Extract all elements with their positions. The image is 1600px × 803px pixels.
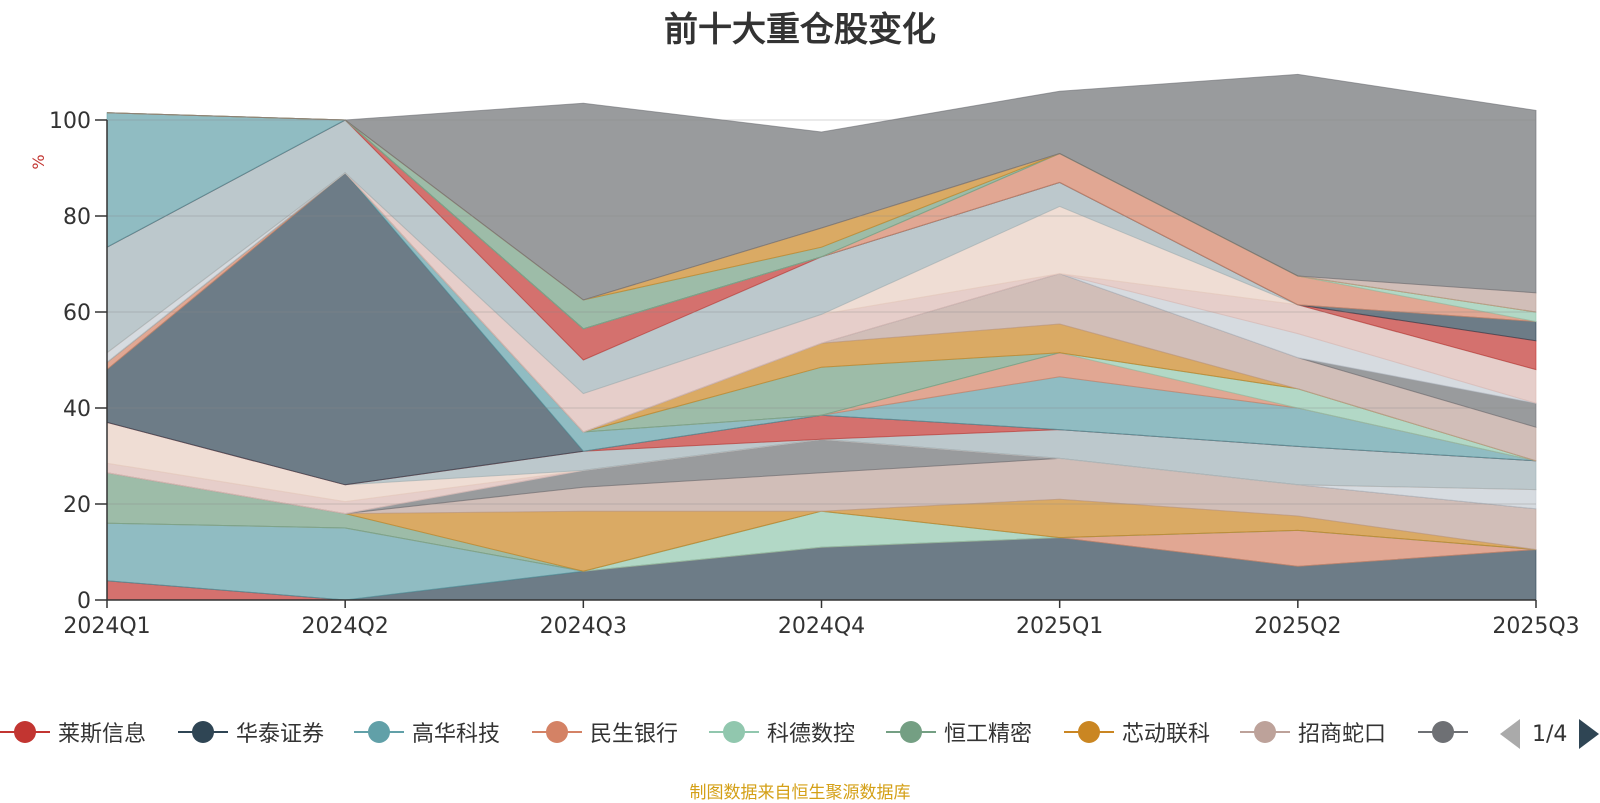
legend-marker-icon bbox=[1064, 721, 1114, 743]
x-tick-label: 2025Q3 bbox=[1492, 614, 1579, 639]
legend-marker-icon bbox=[1418, 721, 1468, 743]
x-tick-label: 2025Q2 bbox=[1254, 614, 1341, 639]
legend-next-icon[interactable] bbox=[1579, 719, 1600, 749]
legend-marker-icon bbox=[709, 721, 759, 743]
legend-item[interactable]: 莱斯信息 bbox=[0, 712, 146, 752]
legend-pager: 1/4 bbox=[1500, 716, 1600, 752]
legend-item-partial[interactable] bbox=[1418, 712, 1468, 752]
legend-item[interactable]: 科德数控 bbox=[709, 712, 855, 752]
legend-marker-icon bbox=[178, 721, 228, 743]
legend-label: 科德数控 bbox=[767, 722, 856, 747]
legend-label: 招商蛇口 bbox=[1298, 722, 1387, 747]
legend-item[interactable]: 华泰证券 bbox=[178, 712, 324, 752]
x-tick-label: 2025Q1 bbox=[1016, 614, 1103, 639]
legend-marker-icon bbox=[354, 721, 404, 743]
legend-item[interactable]: 民生银行 bbox=[532, 712, 678, 752]
y-tick-label: 60 bbox=[63, 301, 91, 326]
x-tick-label: 2024Q2 bbox=[302, 614, 389, 639]
legend-page-indicator: 1/4 bbox=[1532, 721, 1568, 747]
legend-item[interactable]: 高华科技 bbox=[354, 712, 500, 752]
legend-label: 华泰证券 bbox=[236, 722, 325, 747]
x-tick-label: 2024Q1 bbox=[63, 614, 150, 639]
legend: 莱斯信息 华泰证券 高华科技 民生银行 科德数控 恒工精密 芯动联科 招商蛇口 bbox=[0, 712, 1485, 752]
y-tick-label: 80 bbox=[63, 205, 91, 230]
y-axis-label: % bbox=[29, 154, 48, 169]
legend-item[interactable]: 恒工精密 bbox=[886, 712, 1032, 752]
x-tick-label: 2024Q3 bbox=[540, 614, 627, 639]
area-series-34 bbox=[106, 73, 1537, 301]
stacked-area-chart: 0 20 40 60 80 100 2024Q1 2024Q2 2024Q3 2024Q4 2025… bbox=[29, 73, 1580, 639]
legend-item[interactable]: 芯动联科 bbox=[1064, 712, 1210, 752]
y-tick-label: 40 bbox=[63, 397, 91, 422]
legend-label: 芯动联科 bbox=[1122, 722, 1211, 747]
legend-marker-icon bbox=[1240, 721, 1290, 743]
legend-label: 高华科技 bbox=[412, 722, 501, 747]
legend-marker-icon bbox=[532, 721, 582, 743]
legend-prev-icon[interactable] bbox=[1500, 719, 1520, 749]
x-tick-label: 2024Q4 bbox=[778, 614, 865, 639]
y-tick-label: 0 bbox=[77, 589, 91, 614]
area-layers bbox=[106, 73, 1537, 601]
legend-item[interactable]: 招商蛇口 bbox=[1240, 712, 1386, 752]
source-note: 制图数据来自恒生聚源数据库 bbox=[689, 783, 911, 803]
chart-title: 前十大重仓股变化 bbox=[664, 10, 936, 50]
legend-marker-icon bbox=[886, 721, 936, 743]
legend-label: 莱斯信息 bbox=[58, 722, 147, 747]
y-tick-label: 100 bbox=[49, 109, 91, 134]
y-tick-label: 20 bbox=[63, 493, 91, 518]
legend-label: 民生银行 bbox=[590, 722, 679, 747]
legend-marker-icon bbox=[0, 721, 50, 743]
legend-label: 恒工精密 bbox=[944, 722, 1033, 747]
